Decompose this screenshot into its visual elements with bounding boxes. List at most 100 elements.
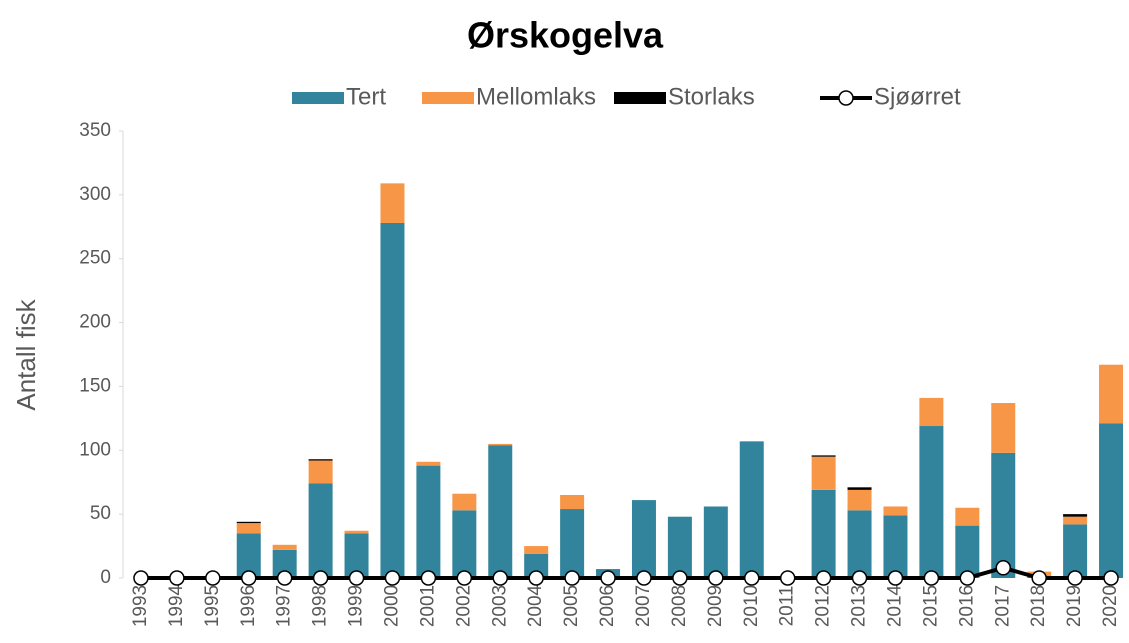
point bbox=[923, 570, 940, 586]
bar bbox=[739, 441, 764, 578]
bar bbox=[703, 506, 728, 578]
point bbox=[276, 570, 293, 586]
bar bbox=[1063, 524, 1088, 578]
bar bbox=[452, 510, 477, 578]
x-tick-label: 2001 bbox=[417, 585, 438, 627]
bar bbox=[452, 493, 477, 511]
bar bbox=[631, 500, 656, 578]
x-tick-label: 2002 bbox=[453, 585, 474, 627]
x-tick-label: 2016 bbox=[956, 585, 977, 627]
bar bbox=[524, 546, 549, 554]
point bbox=[205, 570, 221, 586]
bar bbox=[344, 530, 369, 534]
x-tick-label: 2010 bbox=[741, 585, 762, 627]
bar bbox=[847, 489, 872, 511]
bar bbox=[1099, 423, 1124, 578]
bar bbox=[883, 506, 908, 516]
bar bbox=[272, 544, 297, 550]
point bbox=[1067, 570, 1083, 586]
bar bbox=[236, 521, 261, 524]
x-tick-label: 2003 bbox=[489, 585, 510, 627]
bar bbox=[416, 461, 441, 466]
x-tick-label: 1997 bbox=[274, 585, 295, 627]
point bbox=[1031, 570, 1047, 586]
x-tick-label: 1998 bbox=[310, 585, 331, 627]
x-tick-label: 2018 bbox=[1028, 585, 1049, 627]
bar bbox=[560, 509, 585, 578]
y-tick-label: 200 bbox=[79, 312, 111, 333]
point bbox=[600, 570, 616, 586]
legend-swatch bbox=[292, 92, 344, 104]
point bbox=[384, 570, 401, 586]
line bbox=[140, 565, 1112, 580]
legend-swatch bbox=[838, 90, 854, 106]
point bbox=[312, 570, 329, 586]
point bbox=[708, 570, 724, 586]
bar bbox=[811, 455, 836, 457]
bar bbox=[847, 510, 872, 578]
y-tick-label: 250 bbox=[79, 248, 111, 269]
y-axis-label: Antall fisk bbox=[11, 298, 41, 410]
point bbox=[744, 570, 760, 586]
x-tick-label: 2008 bbox=[669, 585, 690, 627]
y-tick-label: 150 bbox=[79, 375, 111, 396]
x-tick-label: 2020 bbox=[1100, 585, 1121, 627]
y-tick-label: 0 bbox=[100, 567, 111, 588]
x-tick-label: 2015 bbox=[920, 585, 941, 627]
bar bbox=[1099, 364, 1124, 424]
chart-title: Ørskogelva bbox=[467, 15, 664, 56]
x-tick-label: 2004 bbox=[525, 584, 546, 627]
bar bbox=[811, 456, 836, 490]
bar bbox=[308, 483, 333, 578]
legend-label: Tert bbox=[346, 83, 386, 110]
x-tick-label: 2014 bbox=[884, 584, 905, 627]
y-tick-label: 50 bbox=[90, 503, 111, 524]
x-tick-label: 1995 bbox=[202, 585, 223, 627]
legend-swatch bbox=[614, 92, 666, 104]
bar bbox=[955, 507, 980, 526]
bar bbox=[416, 465, 441, 578]
point bbox=[564, 570, 580, 586]
point bbox=[887, 570, 904, 586]
bar bbox=[560, 494, 585, 510]
bar bbox=[847, 487, 872, 490]
bar bbox=[991, 403, 1016, 453]
point bbox=[133, 570, 149, 586]
point bbox=[169, 570, 185, 586]
bar bbox=[488, 443, 513, 446]
bar bbox=[380, 183, 405, 223]
x-tick-label: 2017 bbox=[992, 585, 1013, 627]
bar bbox=[955, 525, 980, 578]
bar bbox=[308, 460, 333, 484]
point bbox=[672, 570, 688, 586]
x-tick-label: 2012 bbox=[813, 585, 834, 627]
bar bbox=[380, 222, 405, 578]
y-tick-label: 350 bbox=[79, 120, 111, 141]
x-tick-label: 2006 bbox=[597, 585, 618, 627]
point bbox=[348, 570, 365, 586]
point bbox=[779, 570, 796, 586]
bar bbox=[919, 426, 944, 578]
bar bbox=[667, 516, 692, 578]
legend-label: Sjøørret bbox=[874, 83, 961, 110]
point bbox=[420, 570, 437, 586]
bar bbox=[1063, 516, 1088, 525]
x-tick-label: 2000 bbox=[381, 585, 402, 627]
y-tick-label: 100 bbox=[79, 439, 111, 460]
x-tick-label: 2013 bbox=[849, 585, 870, 627]
point bbox=[636, 570, 652, 586]
bar bbox=[488, 445, 513, 578]
point bbox=[1103, 570, 1119, 586]
x-tick-label: 2019 bbox=[1064, 585, 1085, 627]
legend-label: Storlaks bbox=[668, 83, 755, 110]
bar bbox=[811, 489, 836, 578]
bar bbox=[1063, 514, 1088, 517]
point bbox=[815, 570, 832, 586]
legend-swatch bbox=[422, 92, 474, 104]
point bbox=[851, 570, 868, 586]
x-tick-label: 1999 bbox=[346, 585, 367, 627]
legend-label: Mellomlaks bbox=[476, 83, 596, 110]
x-tick-label: 1996 bbox=[238, 585, 259, 627]
x-tick-label: 2007 bbox=[633, 585, 654, 627]
